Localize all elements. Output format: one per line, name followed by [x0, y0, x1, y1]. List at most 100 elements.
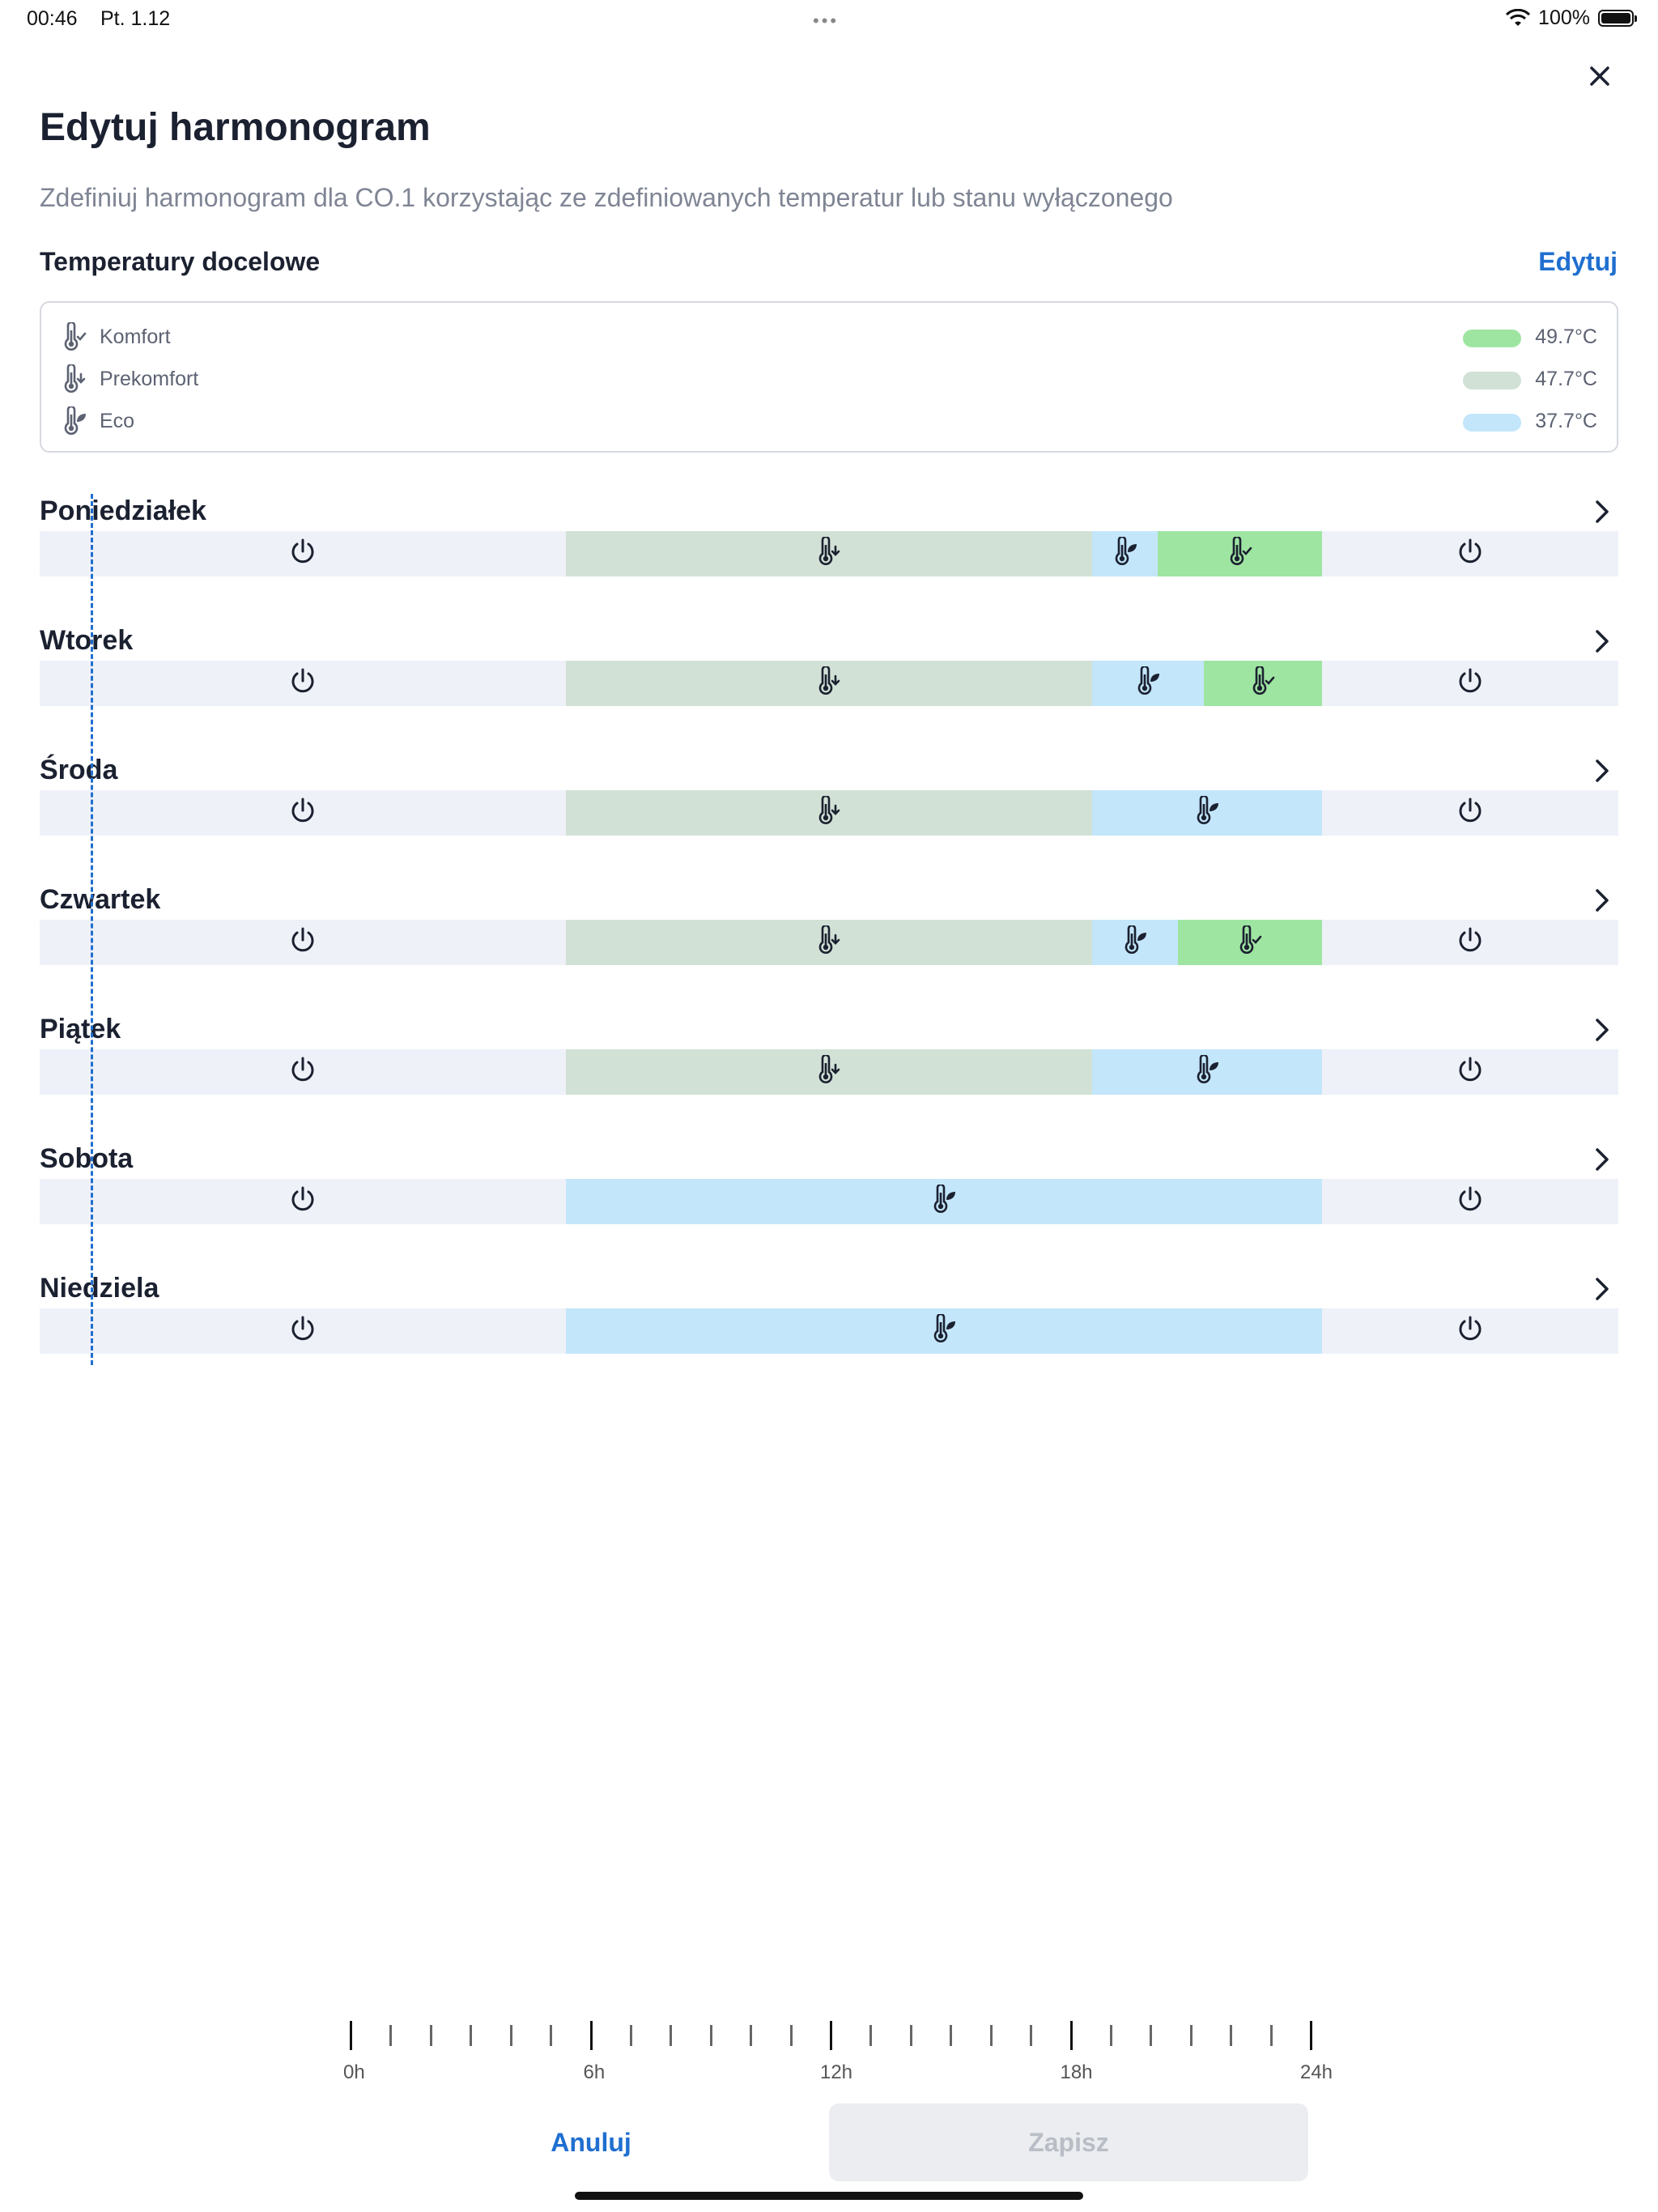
day-schedule-bar[interactable]	[40, 661, 1618, 706]
power-icon	[1456, 925, 1484, 960]
time-scale-label: 24h	[1299, 2061, 1333, 2083]
time-scale-tick	[1030, 2025, 1033, 2046]
power-icon	[289, 1055, 317, 1090]
day-schedule-bar[interactable]	[40, 1049, 1618, 1095]
target-temperatures-card: Komfort 49.7°C Prekomfort 47.7°C Eco 37.7°C	[40, 301, 1618, 453]
power-icon	[1456, 1185, 1484, 1219]
time-scale-tick	[629, 2025, 632, 2046]
power-icon	[1456, 666, 1484, 701]
schedule-day: Wtorek	[40, 625, 1618, 722]
schedule-segment-off[interactable]	[40, 1049, 566, 1095]
schedule-segment-off[interactable]	[1322, 531, 1618, 576]
schedule-segment-prekomfort[interactable]	[566, 790, 1092, 836]
schedule-segment-komfort[interactable]	[1158, 531, 1323, 576]
chevron-right-icon[interactable]	[1586, 1014, 1618, 1046]
schedule-segment-off[interactable]	[1322, 920, 1618, 965]
schedule-segment-eco[interactable]	[1092, 790, 1323, 836]
schedule-segment-eco[interactable]	[1092, 920, 1178, 965]
time-scale-label: 0h	[342, 2061, 365, 2083]
time-scale-tick	[670, 2025, 673, 2046]
day-name: Czwartek	[40, 884, 161, 915]
schedule-segment-off[interactable]	[40, 531, 566, 576]
day-schedule-bar[interactable]	[40, 531, 1618, 576]
power-icon	[289, 666, 317, 701]
status-time: 00:46	[27, 7, 78, 30]
schedule-segment-off[interactable]	[1322, 1179, 1618, 1224]
save-button[interactable]: Zapisz	[829, 2104, 1308, 2181]
current-time-indicator	[91, 494, 94, 1365]
time-scale-tick	[1109, 2025, 1112, 2046]
page-subtitle: Zdefiniuj harmonogram dla CO.1 korzystaj…	[40, 183, 1173, 212]
close-button[interactable]	[1584, 60, 1616, 92]
chevron-right-icon[interactable]	[1586, 1273, 1618, 1305]
schedule-segment-eco[interactable]	[566, 1179, 1323, 1224]
schedule-segment-eco[interactable]	[1092, 1049, 1323, 1095]
thermometer-check-icon	[61, 321, 88, 351]
power-icon	[1456, 796, 1484, 831]
thermometer-leaf-icon	[930, 1183, 958, 1219]
battery-icon	[1598, 10, 1637, 27]
schedule-segment-off[interactable]	[1322, 1308, 1618, 1354]
schedule-segment-prekomfort[interactable]	[566, 661, 1092, 706]
cancel-button[interactable]: Anuluj	[551, 2128, 631, 2157]
schedule-segment-komfort[interactable]	[1177, 920, 1323, 965]
schedule-segment-off[interactable]	[1322, 1049, 1618, 1095]
schedule-segment-off[interactable]	[40, 920, 566, 965]
schedule-segment-off[interactable]	[1322, 661, 1618, 706]
thermometer-leaf-icon	[1193, 1053, 1221, 1090]
target-temp-value: 49.7°C	[1535, 325, 1597, 348]
day-name: Sobota	[40, 1143, 134, 1174]
schedule-segment-eco[interactable]	[1092, 661, 1205, 706]
schedule-segment-prekomfort[interactable]	[566, 920, 1092, 965]
thermometer-down-icon	[815, 794, 843, 831]
schedule-day: Środa	[40, 755, 1618, 852]
schedule-segment-off[interactable]	[40, 661, 566, 706]
schedule-day: Niedziela	[40, 1273, 1618, 1370]
schedule-segment-komfort[interactable]	[1204, 661, 1323, 706]
schedule-segment-off[interactable]	[1322, 790, 1618, 836]
chevron-right-icon[interactable]	[1586, 1143, 1618, 1176]
day-schedule-bar[interactable]	[40, 920, 1618, 965]
thermometer-leaf-icon	[1193, 794, 1221, 831]
multitasking-dots-icon[interactable]: •••	[813, 11, 840, 31]
time-scale-tick	[989, 2025, 993, 2046]
schedule-segment-eco[interactable]	[1092, 531, 1158, 576]
battery-percent: 100%	[1538, 6, 1590, 29]
thermometer-check-icon	[1226, 535, 1254, 572]
power-icon	[289, 1314, 317, 1349]
target-temp-row-eco: Eco 37.7°C	[41, 405, 1617, 437]
edit-temperatures-button[interactable]: Edytuj	[1538, 247, 1618, 276]
time-scale-tick	[1269, 2025, 1273, 2046]
chevron-right-icon[interactable]	[1586, 884, 1618, 917]
chevron-right-icon[interactable]	[1586, 496, 1618, 528]
thermometer-leaf-icon	[1134, 665, 1162, 701]
target-temp-color-swatch	[1463, 330, 1521, 347]
schedule-segment-off[interactable]	[40, 1308, 566, 1354]
day-schedule-bar[interactable]	[40, 1308, 1618, 1354]
schedule-segment-prekomfort[interactable]	[566, 1049, 1092, 1095]
wifi-icon	[1506, 8, 1531, 26]
thermometer-check-icon	[1249, 665, 1277, 701]
schedule-segment-off[interactable]	[40, 790, 566, 836]
schedule-segment-off[interactable]	[40, 1179, 566, 1224]
schedule-segment-prekomfort[interactable]	[566, 531, 1092, 576]
time-scale-tick	[830, 2021, 832, 2050]
target-temp-name: Prekomfort	[100, 368, 199, 390]
chevron-right-icon[interactable]	[1586, 625, 1618, 657]
schedule-segment-eco[interactable]	[566, 1308, 1323, 1354]
chevron-right-icon[interactable]	[1586, 755, 1618, 787]
power-icon	[1456, 1055, 1484, 1090]
day-schedule-bar[interactable]	[40, 790, 1618, 836]
day-name: Wtorek	[40, 625, 134, 656]
status-bar: 00:46 Pt. 1.12 ••• 100%	[0, 0, 1658, 39]
day-schedule-bar[interactable]	[40, 1179, 1618, 1224]
time-scale-tick	[509, 2025, 512, 2046]
schedule-day: Piątek	[40, 1014, 1618, 1111]
target-temp-value: 47.7°C	[1535, 368, 1597, 390]
power-icon	[289, 1185, 317, 1219]
time-scale-tick	[350, 2021, 352, 2050]
home-indicator[interactable]	[575, 2192, 1083, 2200]
schedule-day: Sobota	[40, 1143, 1618, 1240]
time-scale-label: 18h	[1060, 2061, 1093, 2083]
time-scale-tick	[1310, 2021, 1312, 2050]
